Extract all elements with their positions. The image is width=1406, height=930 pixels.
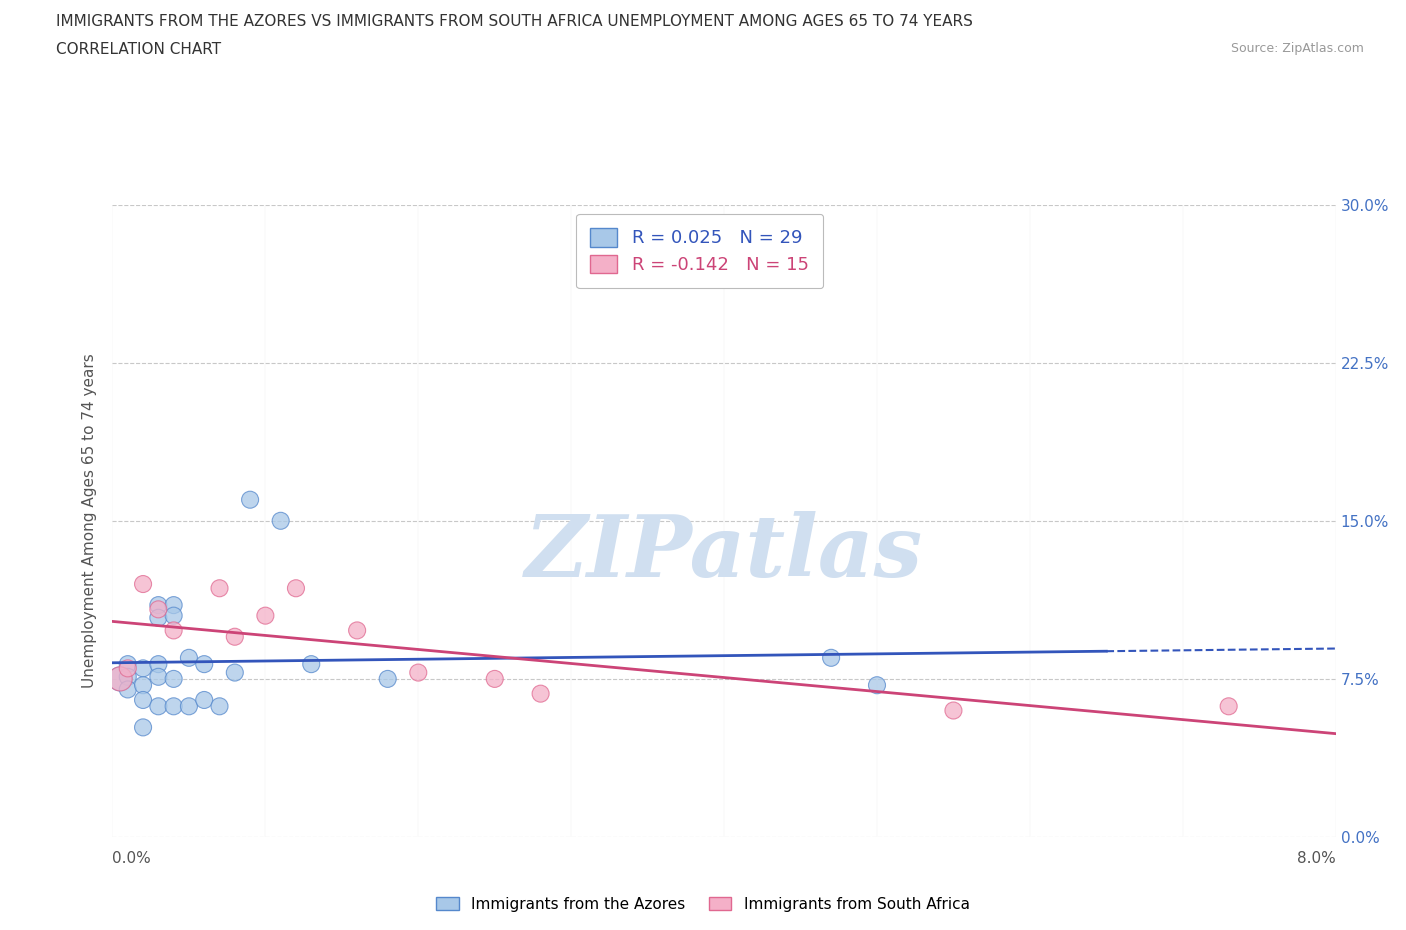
Point [132, 720, 155, 735]
Point [820, 650, 842, 665]
Legend: Immigrants from the Azores, Immigrants from South Africa: Immigrants from the Azores, Immigrants f… [430, 890, 976, 918]
Point [193, 693, 215, 708]
Point [239, 492, 262, 507]
Text: CORRELATION CHART: CORRELATION CHART [56, 42, 221, 57]
Point [148, 670, 170, 684]
Point [148, 598, 170, 613]
Point [148, 698, 170, 713]
Point [148, 610, 170, 625]
Point [132, 693, 155, 708]
Point [529, 686, 551, 701]
Legend: R = 0.025   N = 29, R = -0.142   N = 15: R = 0.025 N = 29, R = -0.142 N = 15 [576, 214, 824, 288]
Point [132, 661, 155, 676]
Point [408, 665, 430, 680]
Point [284, 581, 308, 596]
Point [163, 671, 186, 686]
Point [193, 657, 215, 671]
Point [866, 678, 889, 693]
Point [148, 657, 170, 671]
Point [208, 698, 231, 713]
Point [117, 682, 139, 697]
Point [117, 657, 139, 671]
Point [942, 703, 965, 718]
Point [346, 623, 368, 638]
Point [484, 671, 506, 686]
Point [117, 670, 139, 684]
Point [163, 598, 186, 613]
Point [224, 665, 246, 680]
Point [117, 661, 139, 676]
Point [377, 671, 399, 686]
Point [132, 678, 155, 693]
Point [108, 671, 131, 686]
Text: 0.0%: 0.0% [112, 851, 152, 866]
Point [163, 698, 186, 713]
Point [254, 608, 277, 623]
Point [299, 657, 322, 671]
Text: Source: ZipAtlas.com: Source: ZipAtlas.com [1230, 42, 1364, 55]
Point [163, 623, 186, 638]
Point [132, 577, 155, 591]
Point [208, 581, 231, 596]
Text: 8.0%: 8.0% [1296, 851, 1336, 866]
Text: ZIPatlas: ZIPatlas [524, 511, 924, 594]
Text: IMMIGRANTS FROM THE AZORES VS IMMIGRANTS FROM SOUTH AFRICA UNEMPLOYMENT AMONG AG: IMMIGRANTS FROM THE AZORES VS IMMIGRANTS… [56, 14, 973, 29]
Point [224, 630, 246, 644]
Y-axis label: Unemployment Among Ages 65 to 74 years: Unemployment Among Ages 65 to 74 years [82, 353, 97, 688]
Point [148, 602, 170, 617]
Point [270, 513, 292, 528]
Point [163, 608, 186, 623]
Point [177, 650, 200, 665]
Point [1218, 698, 1240, 713]
Point [108, 671, 131, 686]
Point [177, 698, 200, 713]
